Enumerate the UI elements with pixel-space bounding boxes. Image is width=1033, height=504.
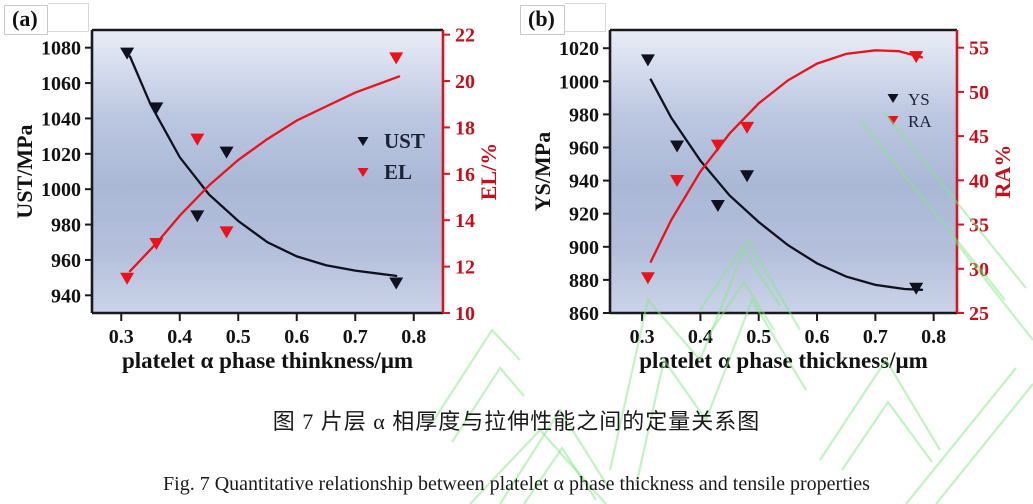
marker-ra [909,51,924,64]
x-axis-label: platelet α phase thinkness/μm [122,348,413,373]
tick-label-right: 20 [455,71,475,93]
tick-label-x: 0.8 [921,326,946,348]
tick-label-x: 0.7 [343,326,368,348]
tick-label-right: 14 [455,210,475,232]
tick-label-x: 0.7 [863,326,888,348]
fit-curve-ust [128,55,398,278]
tick-label-x: 0.4 [688,326,713,348]
legend-label-el: EL [384,160,412,184]
tick-label-x: 0.4 [167,326,192,348]
marker-el [190,133,205,146]
chart-b: 860 880 900 920 940 960 980 1000 1020 0.3 0.4 0.5 0.… [530,28,1015,373]
tick-label-left: 1080 [41,38,81,60]
tick-label-left: 900 [569,237,599,259]
y-axis-label-right: RA% [990,145,1015,199]
tick-label-left: 1020 [559,38,599,60]
tick-label-x: 0.5 [746,326,771,348]
plot-background [610,30,957,313]
legend-marker-el [357,167,369,177]
marker-el [149,238,164,251]
tick-label-left: 1000 [559,71,599,93]
tick-label-left: 860 [569,303,599,325]
marker-el [120,272,135,285]
y-axis-label-left: UST/MPa [12,124,37,218]
tick-label-left: 1020 [41,144,81,166]
tick-label-right: 40 [969,170,989,192]
marker-ust [190,210,205,223]
marker-ust [120,47,135,60]
tick-label-right: 22 [455,25,475,47]
tick-label-left: 1000 [41,179,81,201]
tick-label-x: 0.3 [109,326,134,348]
marker-ra [670,174,685,187]
caption-english: Fig. 7 Quantitative relationship between… [163,473,870,495]
y-axis-label-left: YS/MPa [530,132,555,211]
marker-ys [740,170,755,183]
tick-label-x: 0.5 [226,326,251,348]
tick-label-left: 940 [569,171,599,193]
tick-label-left: 1040 [41,108,81,130]
marker-ust [389,277,404,290]
tick-label-left: 980 [569,104,599,126]
tick-label-left: 880 [569,270,599,292]
tick-label-right: 16 [455,164,475,186]
tick-label-x: 0.6 [805,326,830,348]
tick-label-x: 0.3 [630,326,655,348]
plot-background [92,30,443,313]
y-axis-label-right: EL/% [476,143,501,200]
marker-ys [670,140,685,153]
tick-label-right: 30 [969,259,989,281]
legend-label-ra: RA [908,112,932,131]
tick-label-right: 50 [969,82,989,104]
marker-ys [710,200,725,213]
caption-chinese: 图 7 片层 α 相厚度与拉伸性能之间的定量关系图 [272,409,761,434]
tick-label-left: 960 [569,138,599,160]
tick-label-right: 25 [969,303,989,325]
tick-label-right: 10 [455,303,475,325]
marker-ust [219,146,234,159]
tick-label-right: 35 [969,215,989,237]
tick-label-right: 45 [969,126,989,148]
x-axis-label: platelet α phase thickness/μm [639,348,927,373]
legend-marker-ust [357,136,369,146]
fit-curve-ra [649,49,924,263]
tick-label-right: 12 [455,257,475,279]
tick-label-x: 0.8 [401,326,426,348]
tick-label-left: 980 [51,215,81,237]
marker-ys [640,54,655,67]
panel-a-extra-box [48,3,89,32]
marker-ra [740,121,755,134]
marker-ra [710,139,725,152]
tick-label-right: 55 [969,38,989,60]
tick-label-left: 940 [51,285,81,307]
tick-label-left: 1060 [41,73,81,95]
tick-label-left: 960 [51,250,81,272]
fit-curve-el [128,75,401,273]
legend-label-ys: YS [908,90,930,109]
panel-b-extra-box [565,3,606,32]
panel-label-a: (a) [4,5,48,35]
marker-ust [149,102,164,115]
marker-el [219,226,234,239]
legend-marker-ys [887,93,899,103]
tick-label-x: 0.6 [284,326,309,348]
panel-label-b: (b) [520,5,565,35]
tick-label-right: 18 [455,117,475,139]
marker-el [389,52,404,65]
legend-label-ust: UST [384,129,425,153]
tick-label-left: 920 [569,204,599,226]
